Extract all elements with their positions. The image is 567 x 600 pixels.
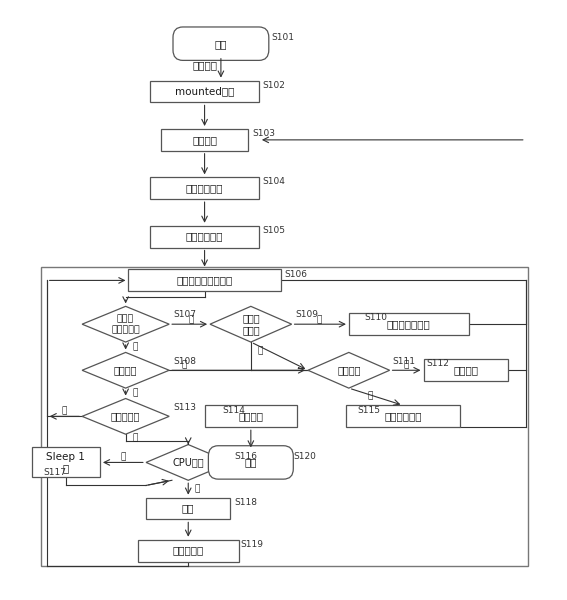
- Text: 挂载设备: 挂载设备: [192, 61, 217, 71]
- Text: S102: S102: [263, 81, 286, 90]
- Text: 进入扫描目录: 进入扫描目录: [186, 232, 223, 242]
- Bar: [349, 313, 468, 335]
- Text: mounted广播: mounted广播: [175, 86, 234, 97]
- Polygon shape: [82, 398, 169, 434]
- Text: 是顶层
目录？: 是顶层 目录？: [242, 313, 260, 335]
- Text: S119: S119: [240, 540, 263, 549]
- Text: S109: S109: [295, 310, 319, 319]
- Text: 扫描结束: 扫描结束: [238, 412, 263, 421]
- Polygon shape: [308, 352, 390, 388]
- Text: S118: S118: [235, 497, 257, 506]
- Text: S120: S120: [293, 452, 316, 461]
- Bar: [128, 269, 281, 292]
- Text: S107: S107: [174, 310, 197, 319]
- Bar: [138, 539, 239, 562]
- Bar: [32, 448, 100, 478]
- Text: 结束: 结束: [244, 457, 257, 467]
- Text: S117: S117: [43, 468, 66, 478]
- Text: 否: 否: [132, 389, 138, 398]
- Text: 是: 是: [120, 452, 126, 461]
- Text: 启动扫描: 启动扫描: [192, 135, 217, 145]
- FancyBboxPatch shape: [209, 446, 293, 479]
- Text: 是: 是: [257, 346, 263, 355]
- Text: 是: 是: [132, 433, 138, 442]
- Text: S106: S106: [285, 269, 307, 278]
- Text: 是目录？: 是目录？: [114, 365, 137, 375]
- Bar: [205, 406, 297, 427]
- Text: 是: 是: [181, 361, 187, 370]
- Polygon shape: [82, 307, 169, 342]
- Text: 否: 否: [195, 484, 200, 493]
- Text: 扫描: 扫描: [182, 503, 194, 514]
- Text: 否: 否: [62, 407, 67, 416]
- Bar: [346, 406, 460, 427]
- Text: S110: S110: [364, 313, 387, 322]
- Text: 保存扫描目录: 保存扫描目录: [384, 412, 422, 421]
- Text: 可以读
取到文件？: 可以读 取到文件？: [111, 314, 140, 334]
- Text: S105: S105: [263, 226, 286, 235]
- Text: S103: S103: [252, 129, 275, 138]
- Bar: [424, 359, 508, 381]
- Bar: [41, 266, 528, 566]
- Bar: [150, 178, 259, 199]
- Text: 开始: 开始: [215, 38, 227, 49]
- Bar: [161, 129, 248, 151]
- Text: S114: S114: [222, 406, 246, 415]
- Text: S108: S108: [174, 356, 197, 365]
- Text: S104: S104: [263, 178, 286, 187]
- Bar: [146, 497, 230, 520]
- Polygon shape: [146, 445, 230, 480]
- Bar: [150, 80, 259, 103]
- Text: S112: S112: [426, 359, 450, 368]
- Text: 否: 否: [188, 315, 194, 324]
- Text: 否: 否: [404, 361, 409, 370]
- Text: S113: S113: [174, 403, 197, 412]
- Text: Sleep 1
秒: Sleep 1 秒: [46, 452, 85, 473]
- Text: 更新数据库: 更新数据库: [172, 545, 204, 556]
- Text: 获取扫描路径: 获取扫描路径: [186, 183, 223, 193]
- Text: 内存低？: 内存低？: [337, 365, 361, 375]
- Text: S111: S111: [392, 356, 416, 365]
- Text: 是: 是: [132, 343, 138, 352]
- Text: 返回上一级目录: 返回上一级目录: [387, 319, 430, 329]
- Text: S116: S116: [235, 452, 257, 461]
- Text: 是: 是: [368, 392, 373, 401]
- Polygon shape: [210, 307, 291, 342]
- Text: S101: S101: [272, 33, 294, 42]
- Polygon shape: [82, 352, 169, 388]
- Bar: [150, 226, 259, 248]
- Text: 需要扫描？: 需要扫描？: [111, 412, 141, 421]
- Text: S115: S115: [358, 406, 380, 415]
- Text: 进入目录: 进入目录: [454, 365, 479, 375]
- Text: CPU忙？: CPU忙？: [172, 457, 204, 467]
- Text: 否: 否: [316, 315, 321, 324]
- Text: 读取目录下一个文件: 读取目录下一个文件: [176, 275, 232, 286]
- FancyBboxPatch shape: [173, 27, 269, 61]
